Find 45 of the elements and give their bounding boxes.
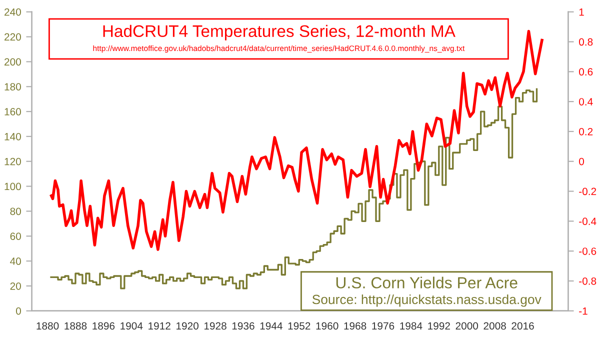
y2-tick-label: -0.8 [579,277,596,285]
x-tick-label: 1968 [344,322,366,330]
y2-tick-label: -0.2 [579,188,596,196]
y-tick-label: 140 [4,132,21,140]
x-tick-label: 1992 [428,322,450,330]
y-tick-label: 180 [4,83,21,90]
x-tick-label: 1920 [176,322,198,330]
y-tick-label: 0 [16,307,21,315]
y-tick-label: 100 [4,182,21,190]
y2-tick-label: 0.4 [579,98,593,106]
text: HadCRUT4 Temperatures Series, 12-month MA [103,24,456,40]
y-tick-label: 240 [4,8,21,16]
y-tick-label: 80 [10,208,21,216]
y-tick-label: 40 [10,258,21,265]
x-tick-label: 1960 [316,322,338,330]
y2-tick-label: 0 [579,158,584,166]
x-tick-label: 1936 [232,322,254,330]
x-tick-label: 2000 [456,322,478,330]
y-tick-label: 220 [4,33,21,41]
y-tick-label: 60 [10,232,21,240]
y2-tick-label: 1 [579,8,584,16]
x-tick-label: 1912 [148,322,170,330]
x-tick-label: 1888 [64,322,87,330]
y2-tick-label: -1 [579,307,588,315]
y2-tick-label: -0.4 [579,218,596,226]
x-tick-label: 1880 [36,322,59,330]
x-tick-label: 1896 [92,322,115,330]
y-tick-label: 20 [10,282,21,290]
x-tick-label: 2016 [512,322,534,330]
y-tick-label: 200 [4,58,21,66]
y2-tick-label: 0.6 [579,68,593,76]
x-tick-label: 1984 [400,322,422,330]
y2-tick-label: 0.2 [579,128,593,136]
x-tick-label: 1928 [204,322,226,330]
y-tick-label: 120 [4,158,21,166]
series-label: U.S. Corn Yields Per Acre [336,276,518,288]
y2-tick-label: 0.8 [579,38,593,46]
x-tick-label: 1952 [288,322,310,330]
x-tick-label: 2008 [484,322,506,330]
annotation: Source: http://quickstats.nass.usda.gov [312,294,542,307]
x-tick-label: 1904 [120,322,143,330]
x-tick-label: 1944 [260,322,282,330]
y2-tick-label: -0.6 [579,248,596,255]
y-tick-label: 160 [4,108,21,116]
x-tick-label: 1976 [372,322,394,330]
